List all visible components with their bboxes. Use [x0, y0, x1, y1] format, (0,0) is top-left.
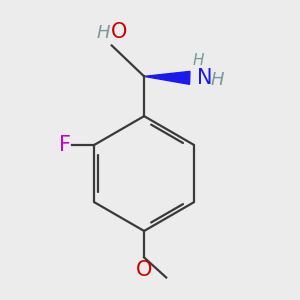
Text: H: H [97, 24, 110, 42]
Text: H: H [193, 53, 204, 68]
Text: N: N [197, 68, 213, 88]
Text: H: H [210, 71, 224, 89]
Text: O: O [111, 22, 128, 42]
Polygon shape [144, 71, 190, 84]
Text: O: O [136, 260, 152, 280]
Text: F: F [59, 135, 71, 155]
